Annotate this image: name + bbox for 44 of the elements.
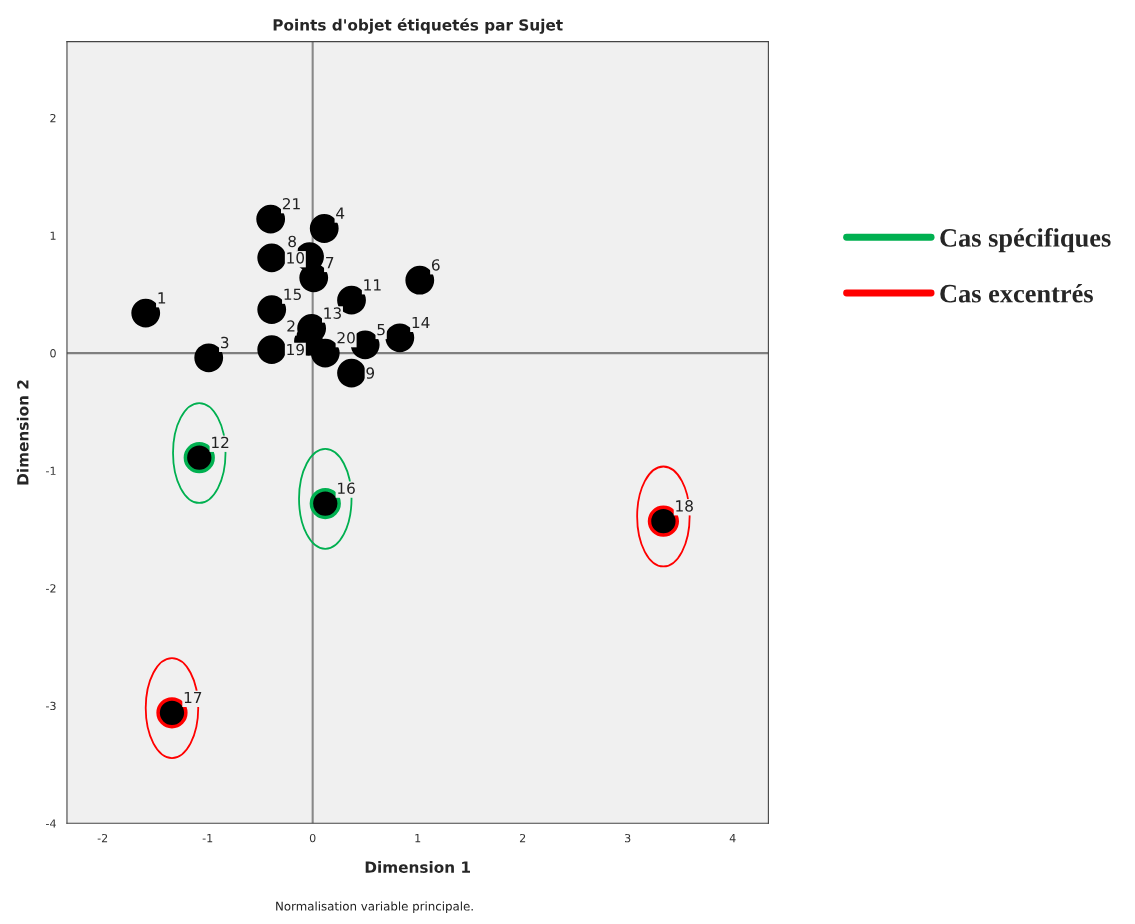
annotation: 19 [287,343,304,356]
annotation: 21 [282,198,300,210]
annotation: 5 [377,324,385,336]
y-tick-label: -3 [46,701,56,711]
annotation: 12 [212,436,229,448]
y-tick-label: 0 [50,349,56,358]
x-axis-title: Dimension 1 [365,861,470,873]
legend-label: Cas spécifiques [940,227,1111,253]
y-axis-title: Dimension 2 [16,380,29,485]
annotation: 6 [431,259,440,271]
text: Normalisation variable principale. [276,901,473,913]
annotation: 4 [336,207,345,219]
x-tick-label: 3 [625,833,631,843]
point [337,358,366,388]
y-tick-label: 1 [50,231,56,240]
annotation: 15 [284,288,301,301]
annotation: 16 [338,482,355,495]
x-tick-label: -1 [202,834,213,843]
y-tick-label: 2 [50,113,56,123]
chart-title: Points d'objet étiquetés par Sujet [273,18,563,34]
annotation: 17 [184,691,202,704]
annotation: 10 [287,252,305,264]
annotation: 2 [287,320,295,332]
legend-label: Cas excentrés [940,283,1093,303]
annotation: 7 [326,256,334,269]
annotation: 8 [288,235,296,248]
y-tick-label: -4 [46,819,56,828]
annotation: 14 [412,316,430,329]
point [257,335,287,364]
x-tick-label: 1 [415,834,421,843]
x-tick-label: 0 [309,833,316,843]
annotation: 3 [221,336,229,349]
annotation: 11 [364,279,381,291]
x-tick-label: 4 [729,834,736,843]
x-tick-label: 2 [519,833,526,843]
annotation: 9 [366,367,375,379]
annotation: 1 [158,292,166,304]
annotation: 20 [337,332,355,344]
annotation: 18 [676,500,693,512]
annotation: 13 [324,307,341,319]
y-tick-label: -1 [46,466,56,475]
point [257,243,287,273]
y-tick-label: -2 [46,584,56,593]
x-tick-label: -2 [97,833,108,843]
